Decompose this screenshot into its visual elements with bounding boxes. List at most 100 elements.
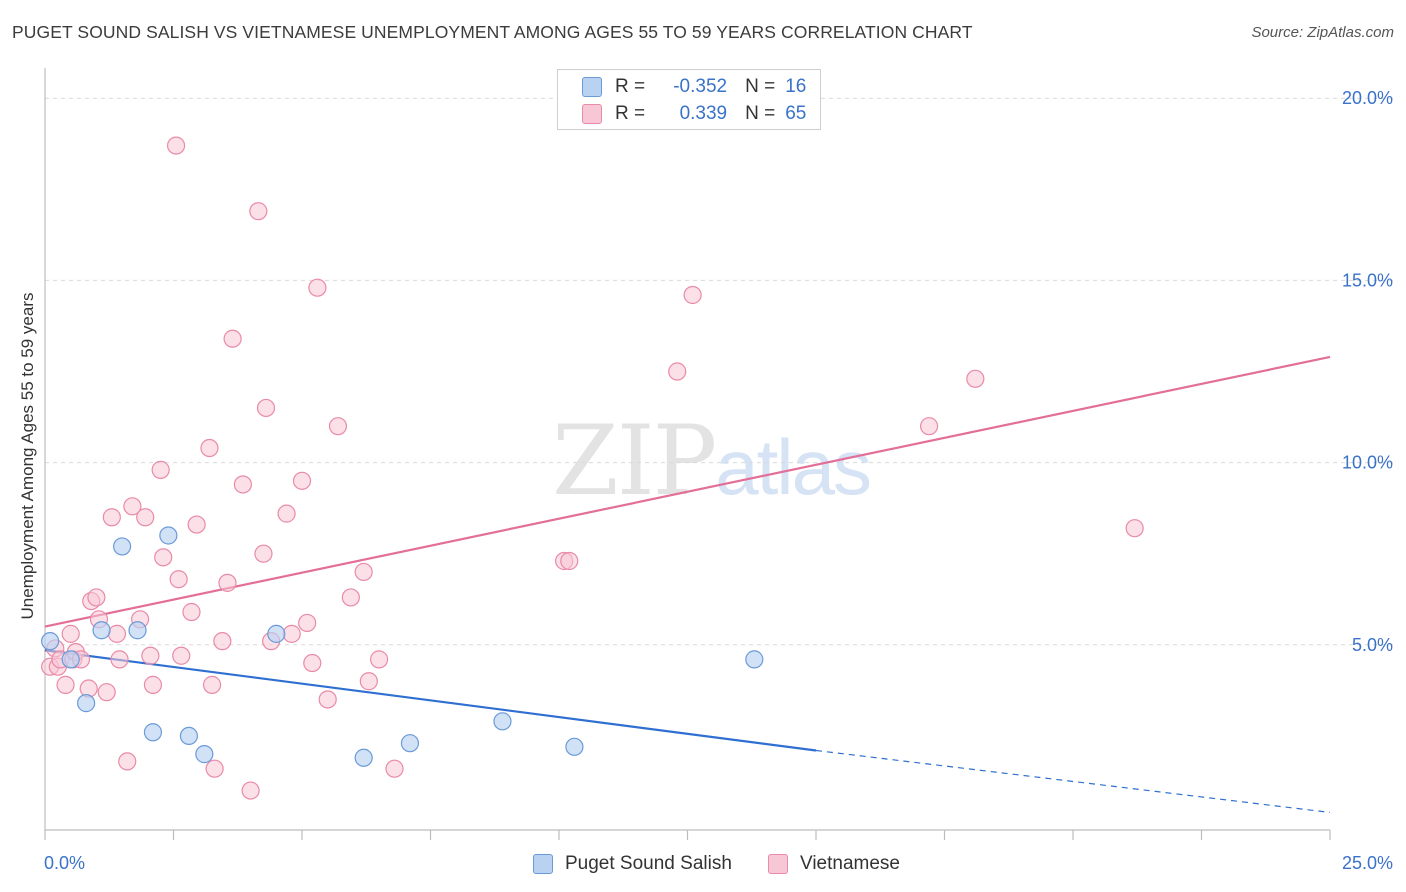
point-puget-sound-salish (92, 621, 111, 640)
point-vietnamese (303, 653, 322, 673)
chart-title: PUGET SOUND SALISH VS VIETNAMESE UNEMPLO… (12, 22, 973, 42)
point-vietnamese (182, 602, 201, 622)
axes (44, 68, 1331, 840)
point-vietnamese (118, 752, 137, 771)
pink-swatch (768, 854, 788, 874)
point-vietnamese (359, 672, 378, 691)
point-vietnamese (277, 504, 296, 523)
n-label: N = (745, 103, 776, 124)
point-vietnamese (308, 278, 327, 297)
legend-label: Puget Sound Salish (565, 853, 732, 874)
point-vietnamese (102, 508, 121, 527)
point-vietnamese (87, 588, 106, 607)
point-vietnamese (254, 544, 273, 563)
y-tick-label: 15.0% (1342, 270, 1393, 290)
point-vietnamese (143, 675, 163, 694)
n-value: 16 (785, 76, 807, 97)
point-vietnamese (919, 417, 939, 436)
point-vietnamese (249, 202, 268, 221)
point-vietnamese (166, 136, 186, 155)
point-vietnamese (172, 646, 191, 665)
point-puget-sound-salish (565, 737, 584, 756)
legend-item-puget-sound-salish: Puget Sound Salish (533, 852, 732, 876)
point-vietnamese (282, 624, 301, 643)
y-axis-label: Unemployment Among Ages 55 to 59 years (18, 292, 37, 620)
point-vietnamese (668, 362, 687, 381)
point-puget-sound-salish (745, 650, 764, 669)
point-vietnamese (56, 675, 75, 694)
point-puget-sound-salish (493, 712, 512, 731)
tick-labels: 5.0% 10.0% 15.0% 20.0% 0.0% 25.0% (44, 88, 1393, 873)
point-vietnamese (385, 759, 404, 778)
data-points (41, 136, 1144, 800)
point-vietnamese (370, 650, 389, 669)
trend-lines (44, 355, 1331, 814)
point-vietnamese (328, 417, 348, 436)
point-vietnamese (213, 632, 232, 651)
legend-item-vietnamese: Vietnamese (768, 852, 900, 876)
point-puget-sound-salish (143, 723, 163, 742)
trend-line-extension-puget-sound-salish (815, 749, 1331, 814)
point-vietnamese (97, 683, 116, 702)
point-vietnamese (354, 562, 373, 582)
point-vietnamese (560, 551, 579, 571)
trend-line-vietnamese (44, 355, 1331, 628)
point-vietnamese (318, 690, 337, 709)
r-value: -0.352 (673, 76, 728, 97)
pink-swatch (582, 104, 602, 124)
point-vietnamese (200, 438, 219, 458)
point-vietnamese (154, 548, 173, 567)
point-vietnamese (151, 460, 170, 479)
n-label: N = (745, 76, 776, 97)
point-vietnamese (169, 570, 188, 589)
legend-label: Vietnamese (800, 853, 900, 874)
point-vietnamese (136, 508, 155, 527)
point-puget-sound-salish (159, 526, 178, 545)
point-puget-sound-salish (41, 632, 60, 651)
r-label: R = (615, 76, 646, 97)
n-value: 65 (785, 103, 807, 124)
point-vietnamese (256, 398, 276, 418)
point-puget-sound-salish (354, 748, 373, 767)
zipatlas-watermark: ZIPatlas (552, 405, 872, 517)
point-vietnamese (202, 675, 222, 694)
point-vietnamese (187, 515, 206, 534)
point-puget-sound-salish (195, 745, 214, 764)
point-vietnamese (141, 646, 160, 665)
point-puget-sound-salish (400, 734, 420, 753)
y-tick-label: 5.0% (1352, 635, 1393, 655)
y-tick-label: 20.0% (1342, 88, 1393, 108)
point-vietnamese (218, 573, 237, 592)
blue-swatch (533, 854, 553, 874)
trend-line-puget-sound-salish (44, 649, 817, 752)
point-puget-sound-salish (179, 726, 199, 746)
point-puget-sound-salish (61, 650, 80, 669)
point-vietnamese (205, 759, 224, 778)
legend-row-puget-sound-salish: R = -0.352 N = 16 (582, 75, 806, 99)
legend-row-vietnamese: R = 0.339 N = 65 (582, 102, 806, 126)
r-value: 0.339 (679, 103, 728, 124)
point-vietnamese (123, 497, 142, 516)
point-vietnamese (1125, 519, 1144, 538)
point-vietnamese (298, 613, 317, 633)
x-tick-label: 25.0% (1342, 853, 1393, 873)
point-puget-sound-salish (112, 537, 132, 556)
point-vietnamese (241, 781, 260, 800)
r-label: R = (615, 103, 646, 124)
point-vietnamese (341, 588, 360, 607)
correlation-legend: R = -0.352 N = 16 R = 0.339 N = 65 (557, 69, 821, 130)
watermark-atlas: atlas (715, 423, 872, 511)
y-tick-label: 10.0% (1342, 453, 1393, 473)
point-vietnamese (292, 471, 312, 490)
source-credit: Source: ZipAtlas.com (1251, 24, 1394, 41)
point-vietnamese (107, 624, 127, 643)
point-puget-sound-salish (267, 624, 286, 643)
point-vietnamese (61, 624, 80, 643)
point-vietnamese (966, 369, 985, 388)
point-vietnamese (233, 475, 252, 494)
point-vietnamese (683, 285, 702, 305)
gridlines (45, 97, 1395, 646)
point-puget-sound-salish (128, 621, 147, 640)
point-vietnamese (110, 650, 129, 669)
